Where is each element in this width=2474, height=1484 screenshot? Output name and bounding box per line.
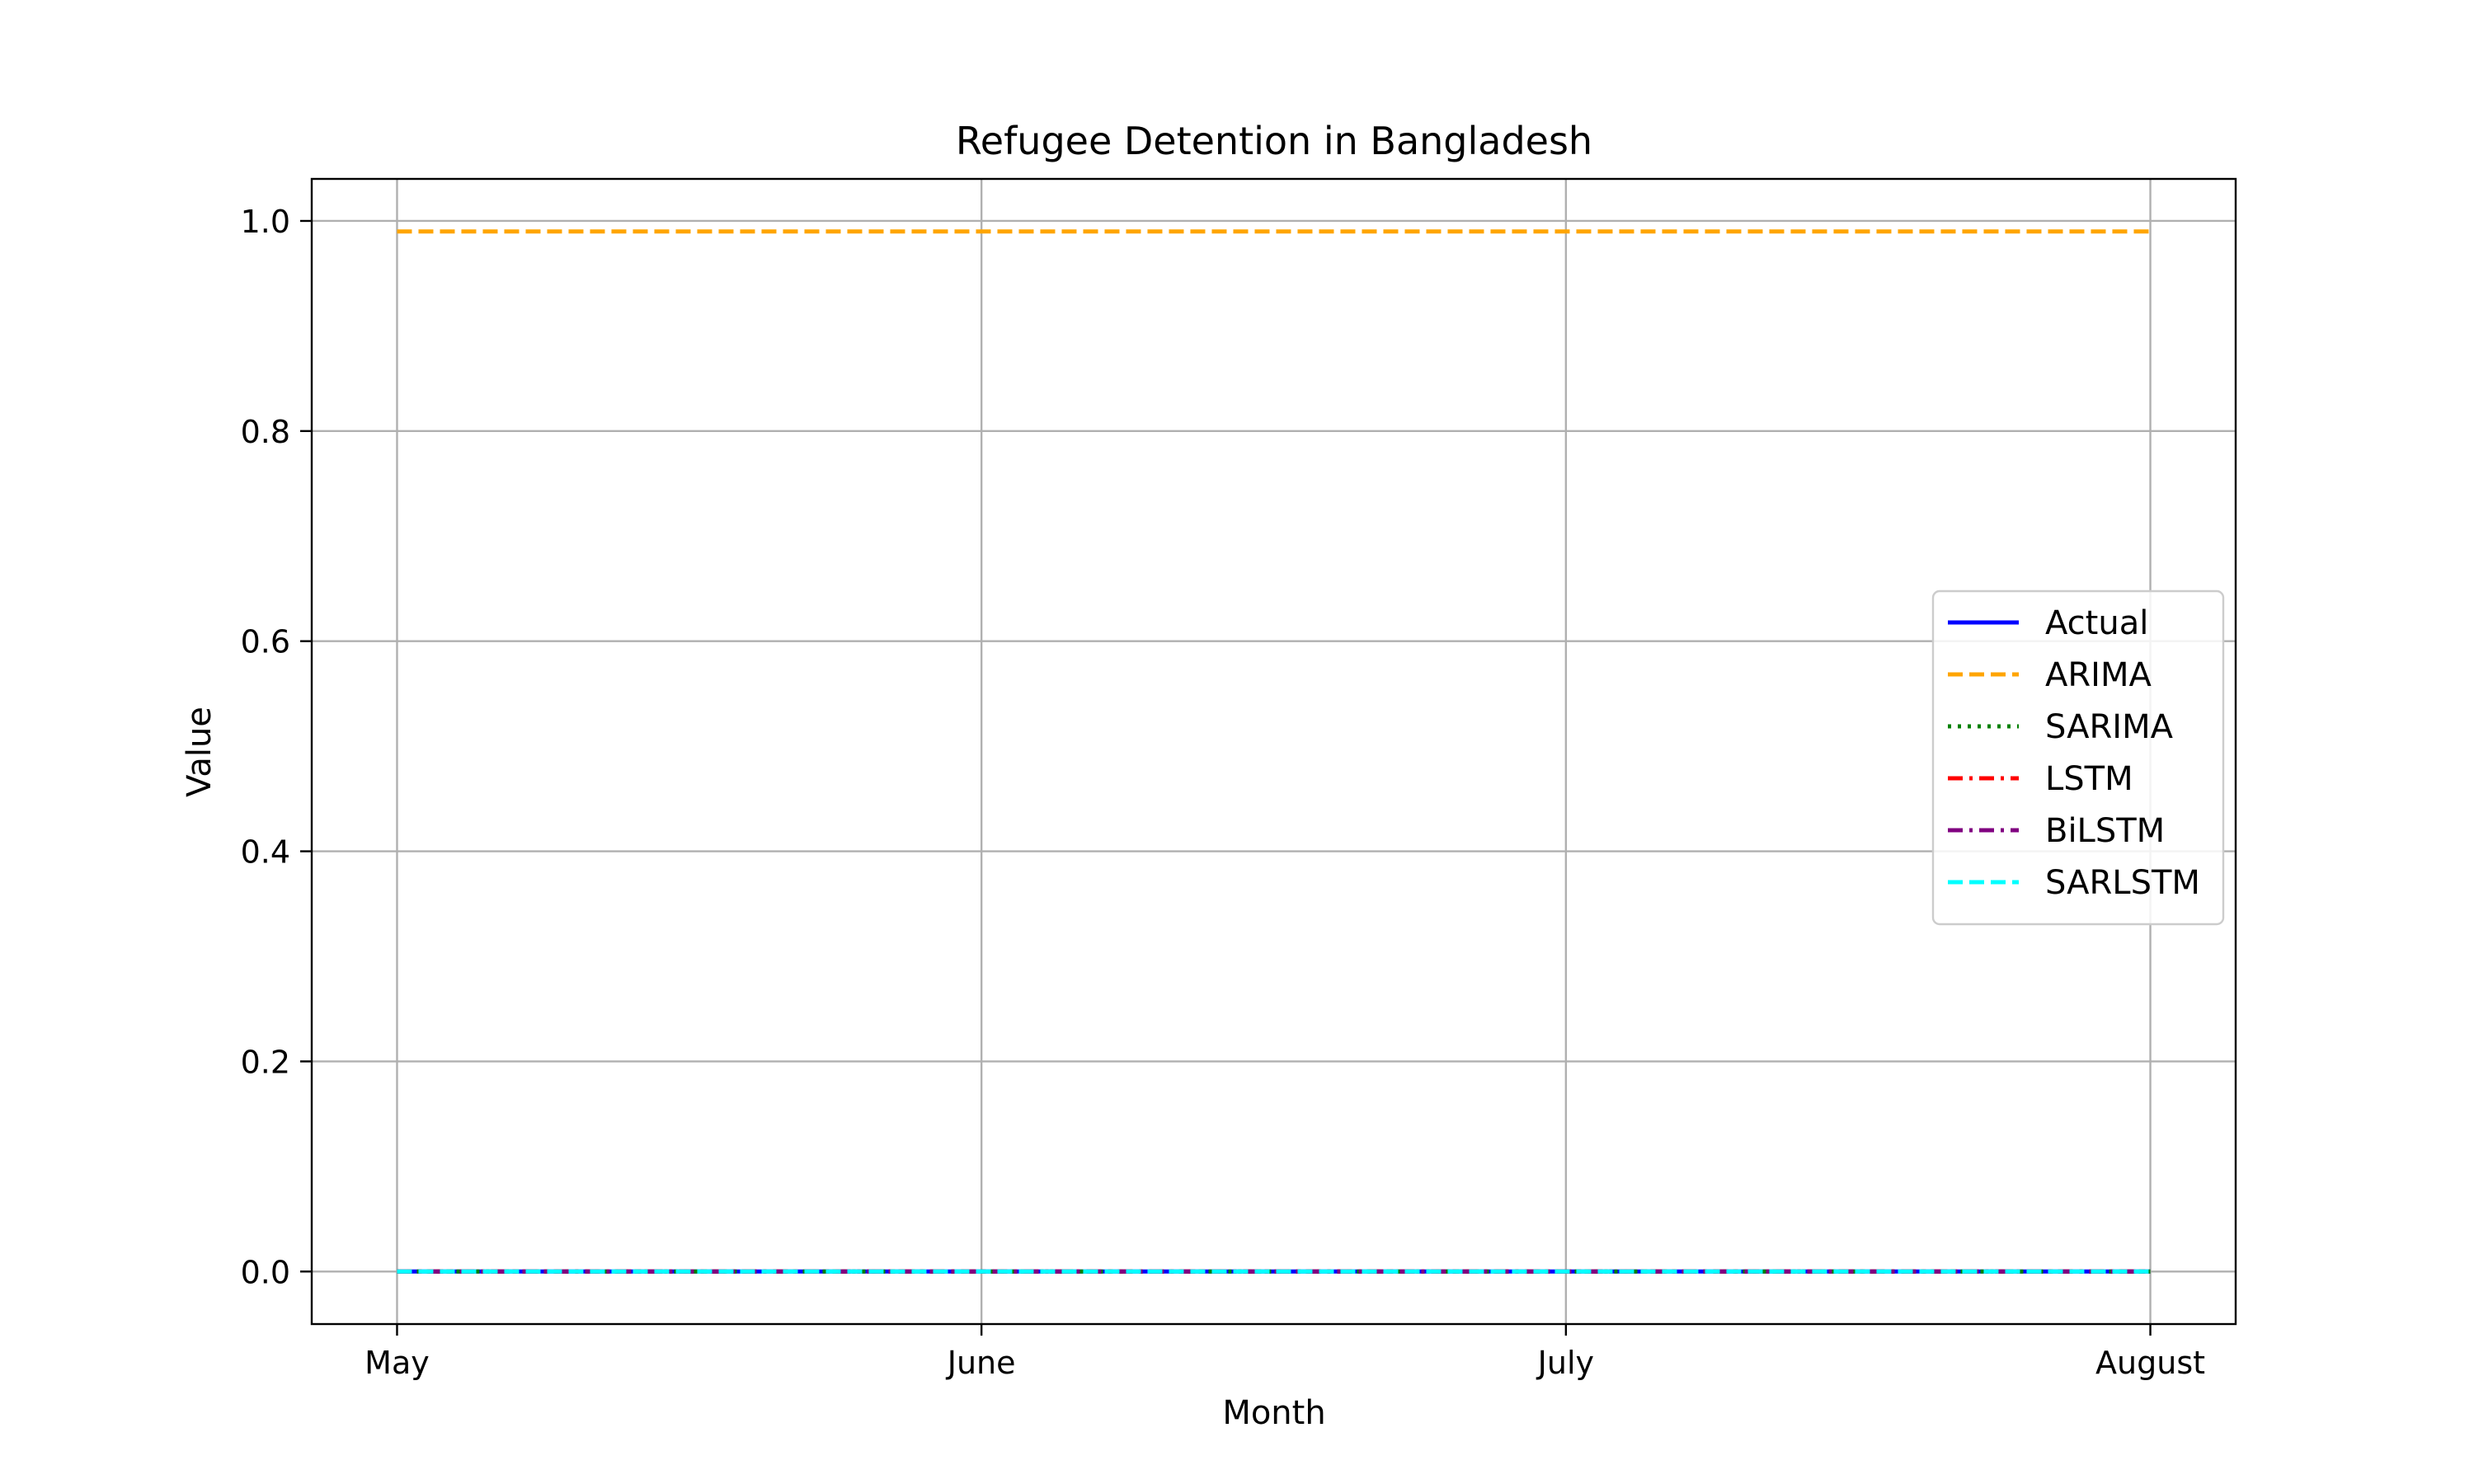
y-tick-label: 0.2 [241,1044,290,1080]
y-tick-label: 1.0 [241,204,290,240]
x-axis-label: Month [1222,1394,1325,1432]
y-tick-label: 0.8 [241,414,290,450]
legend-label: SARLSTM [2045,864,2200,902]
x-tick-label: May [365,1345,430,1381]
y-tick-label: 0.6 [241,624,290,660]
legend-label: BiLSTM [2045,812,2165,850]
legend-label: SARIMA [2045,708,2174,746]
legend-label: ARIMA [2045,656,2152,694]
legend: Actual ARIMA SARIMA LSTM BiLSTM SARLSTM [1931,589,2225,926]
axis-ticks: May June July August 0.0 0.2 0.4 0.6 0.8 1.0 [241,204,2205,1381]
legend-label: Actual [2045,604,2148,642]
x-tick-label: August [2095,1345,2205,1381]
y-axis-label: Value [181,707,219,797]
x-tick-label: June [946,1345,1016,1381]
chart-title: Refugee Detention in Bangladesh [956,119,1592,163]
series-lines [397,229,2151,1274]
y-tick-label: 0.4 [241,834,290,871]
y-tick-label: 0.0 [241,1254,290,1290]
x-tick-label: July [1536,1345,1594,1381]
legend-label: LSTM [2045,760,2133,798]
plot-frame [310,177,2237,1326]
